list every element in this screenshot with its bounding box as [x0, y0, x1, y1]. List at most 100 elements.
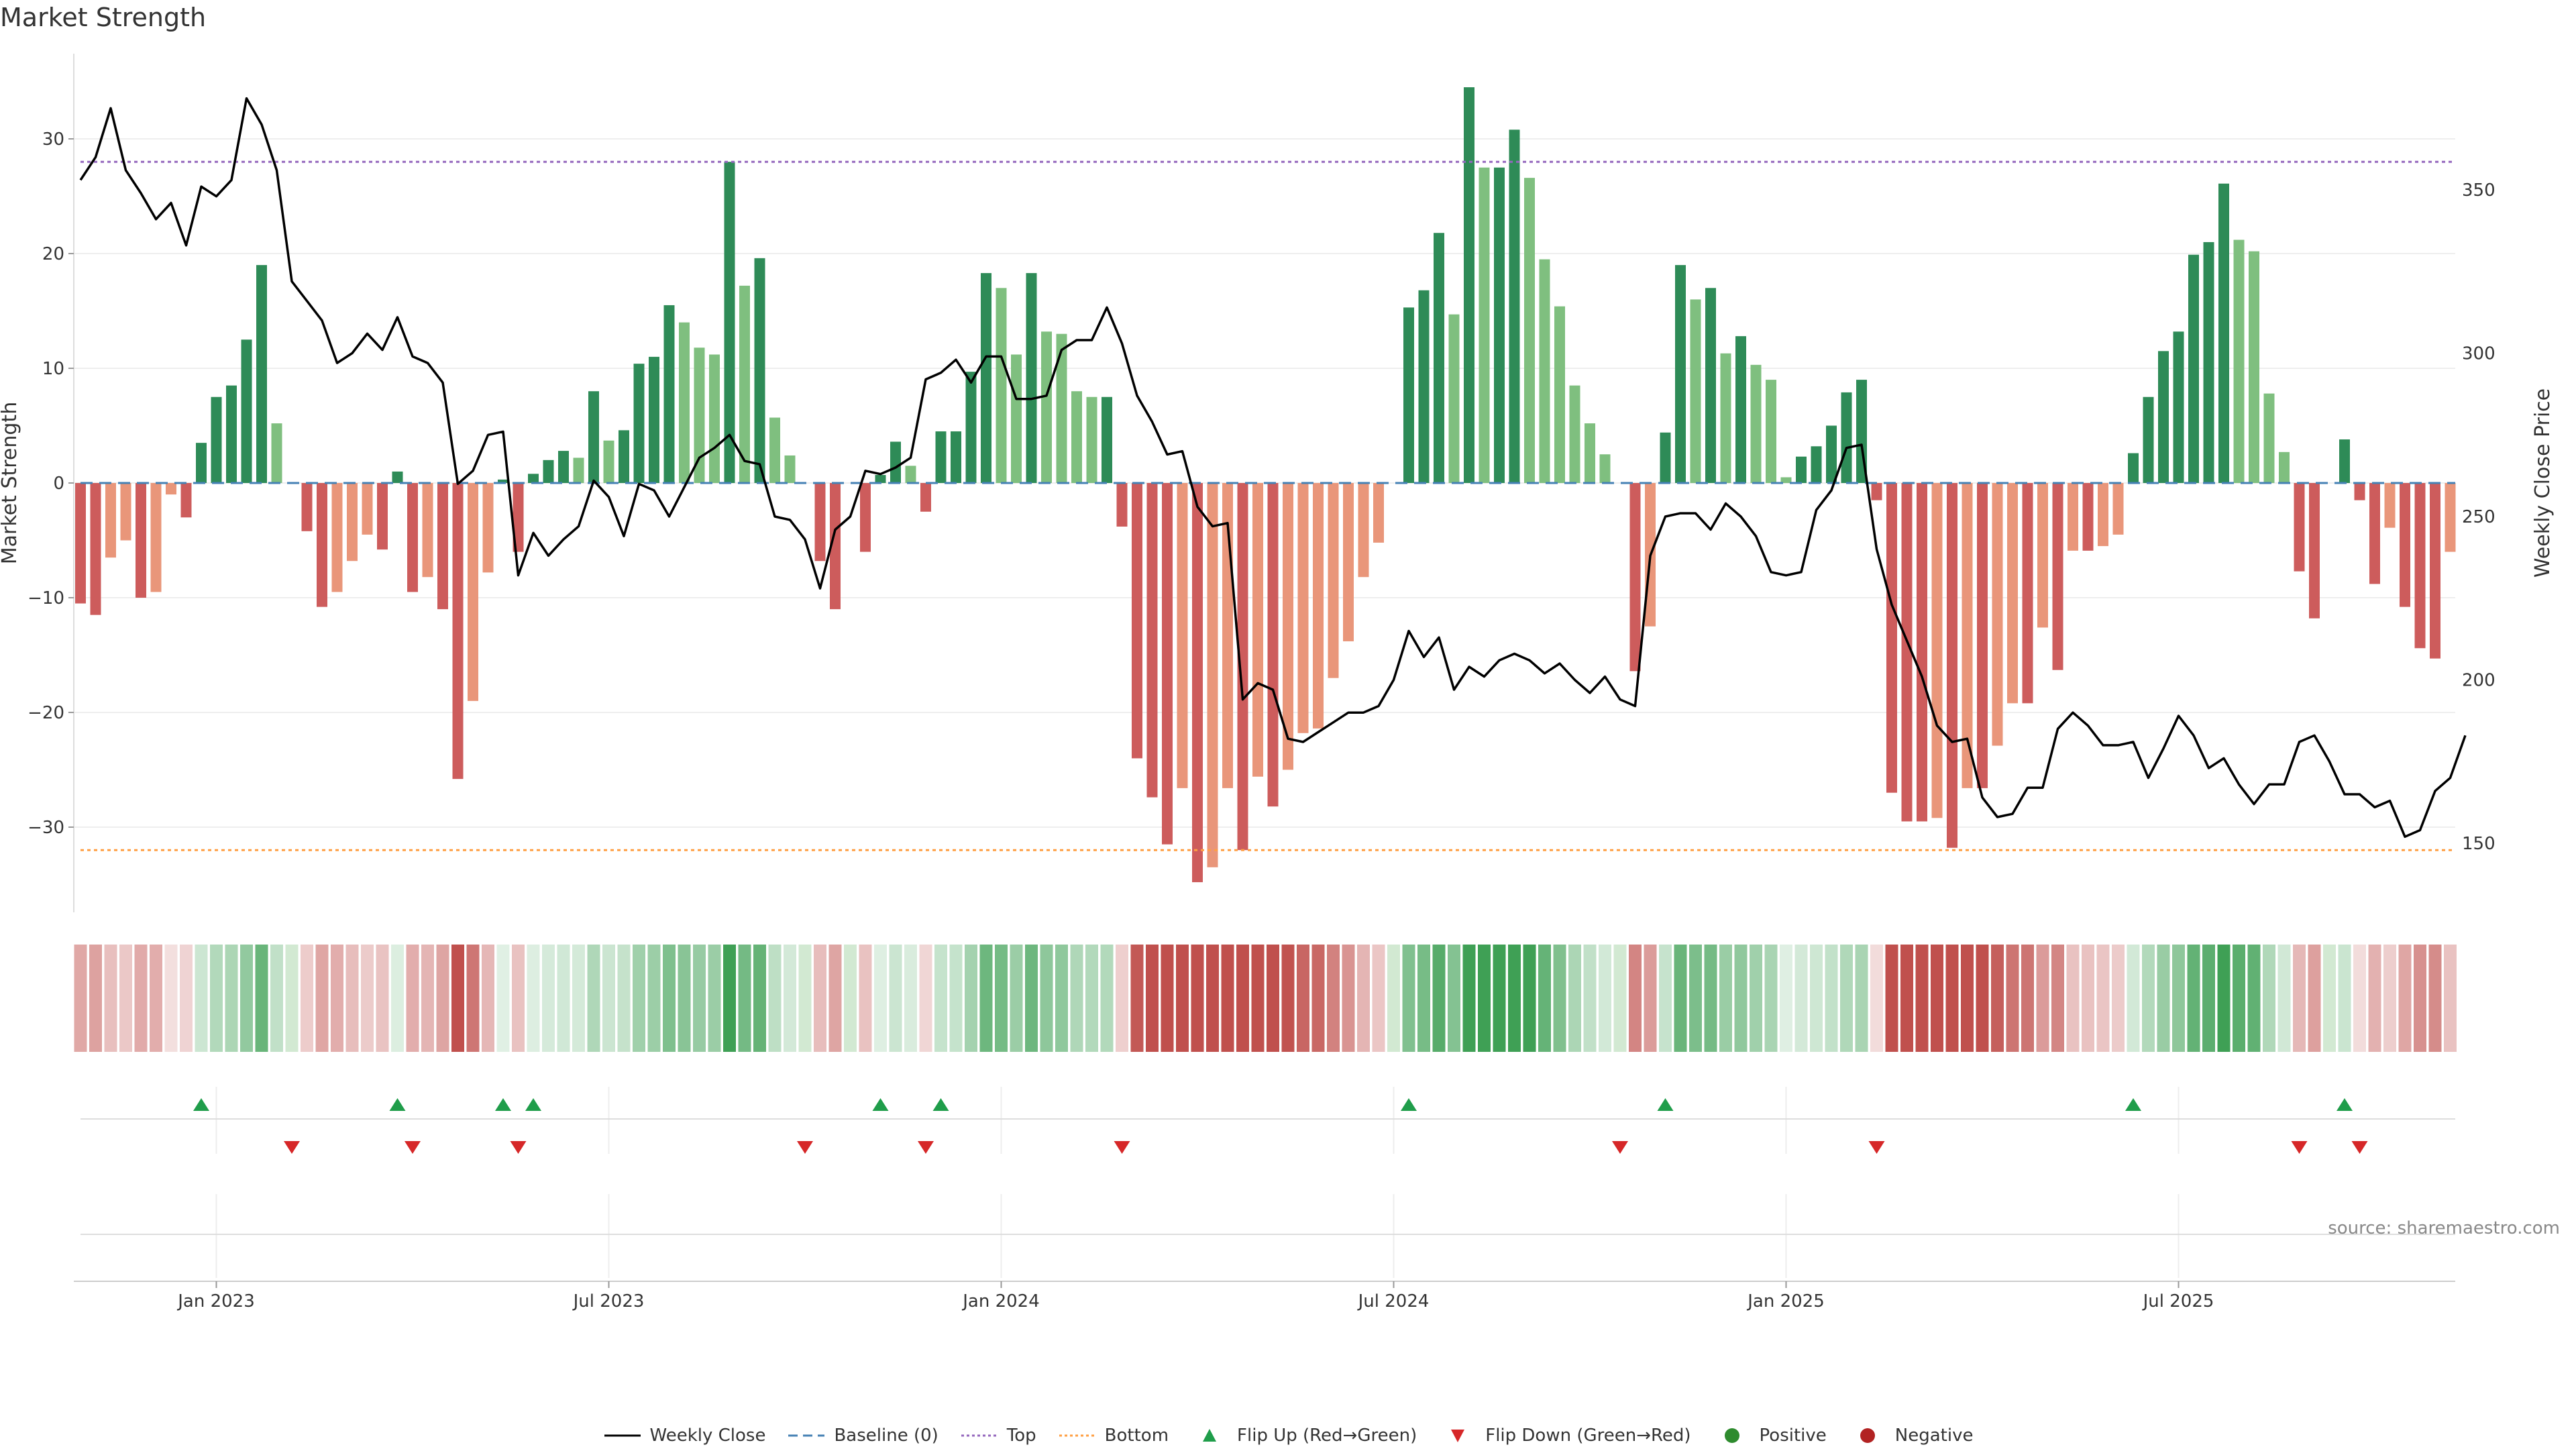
- strength-bar: [1403, 307, 1414, 483]
- strength-bar: [1252, 483, 1263, 777]
- heat-cell: [1644, 945, 1657, 1052]
- strength-bar: [981, 273, 991, 483]
- legend-baseline: Baseline (0): [787, 1426, 938, 1446]
- heat-cell: [1176, 945, 1189, 1052]
- strength-bar: [679, 322, 690, 483]
- strength-bar: [1494, 167, 1505, 483]
- strength-bar: [784, 455, 796, 483]
- strength-bar: [543, 460, 554, 483]
- heat-cell: [1568, 945, 1581, 1052]
- heat-cell: [1794, 945, 1808, 1052]
- strength-bar: [1434, 233, 1444, 483]
- heat-cell: [1780, 945, 1792, 1052]
- dot-green-icon: [1724, 1428, 1739, 1443]
- strength-bar: [317, 483, 327, 607]
- strength-bar: [2354, 483, 2365, 500]
- strength-bar: [2249, 251, 2259, 483]
- heat-cell: [889, 945, 902, 1052]
- heat-cell: [104, 945, 117, 1052]
- strength-bar: [2384, 483, 2396, 528]
- heat-cell: [1915, 945, 1929, 1052]
- strength-bar: [1373, 483, 1384, 543]
- heat-cell: [753, 945, 766, 1052]
- strength-bar: [422, 483, 433, 578]
- heat-cell: [1629, 945, 1642, 1052]
- strength-bar: [498, 479, 508, 483]
- strength-bar: [1132, 483, 1142, 759]
- strength-bar: [105, 483, 116, 558]
- heat-cell: [633, 945, 645, 1052]
- heat-cell: [496, 945, 510, 1052]
- heat-cell: [482, 945, 494, 1052]
- heat-cell: [572, 945, 585, 1052]
- heat-cell: [1961, 945, 1974, 1052]
- y-tick-label-right: 200: [2462, 671, 2496, 691]
- strength-bar: [1599, 454, 1611, 483]
- flip-up-marker: [872, 1098, 889, 1111]
- heat-cell: [240, 945, 253, 1052]
- heat-cell: [466, 945, 480, 1052]
- strength-bar: [2445, 483, 2456, 552]
- heat-cell: [1100, 945, 1114, 1052]
- strength-bar: [875, 475, 886, 483]
- heat-cell: [2233, 945, 2245, 1052]
- heat-cell: [1372, 945, 1385, 1052]
- strength-bar: [2430, 483, 2440, 659]
- x-tick-label: Jul 2023: [572, 1291, 645, 1311]
- strength-bar: [2339, 439, 2350, 483]
- heat-cell: [1297, 945, 1309, 1052]
- strength-bar: [1267, 483, 1279, 807]
- heat-cell: [361, 945, 374, 1052]
- strength-bar: [2022, 483, 2033, 704]
- heat-cell: [1085, 945, 1098, 1052]
- strength-bar: [256, 265, 267, 483]
- heat-cell: [859, 945, 872, 1052]
- strength-bar: [1313, 483, 1324, 729]
- strength-bar: [1524, 178, 1535, 483]
- heat-cell: [2383, 945, 2396, 1052]
- heat-cell: [1855, 945, 1868, 1052]
- heat-cell: [2247, 945, 2261, 1052]
- strength-bar: [2158, 351, 2169, 483]
- heat-cell: [678, 945, 691, 1052]
- strength-bar: [120, 483, 131, 541]
- heat-cell: [74, 945, 87, 1052]
- heat-cell: [1931, 945, 1943, 1052]
- heat-cell: [1870, 945, 1883, 1052]
- reference-lines: [80, 160, 2455, 851]
- heat-cell: [225, 945, 238, 1052]
- strength-bar: [1418, 290, 1430, 483]
- heat-cell: [844, 945, 857, 1052]
- heat-cell: [1750, 945, 1762, 1052]
- heat-cell: [376, 945, 389, 1052]
- y-tick-label-left: −10: [28, 588, 64, 608]
- strength-bar: [633, 364, 645, 483]
- flip-markers: [80, 1098, 2455, 1235]
- heat-cell: [1659, 945, 1672, 1052]
- strength-bar: [830, 483, 841, 610]
- heat-cell: [1010, 945, 1023, 1052]
- heat-cell: [150, 945, 162, 1052]
- strength-bar: [1947, 483, 1957, 848]
- flip-up-marker: [193, 1098, 209, 1111]
- legend-swatch-dotted: [961, 1434, 998, 1437]
- heat-cell: [1448, 945, 1460, 1052]
- strength-bar: [1146, 483, 1158, 798]
- strength-bar: [1358, 483, 1369, 578]
- strength-bar: [1720, 353, 1731, 483]
- heat-cell: [2428, 945, 2442, 1052]
- strength-bar: [1207, 483, 1218, 867]
- strength-bar: [2082, 483, 2094, 551]
- heat-cell: [2172, 945, 2185, 1052]
- strength-bar: [2007, 483, 2018, 704]
- triangle-down-icon: [1451, 1430, 1465, 1442]
- heat-cell: [1342, 945, 1355, 1052]
- strength-bar: [965, 372, 977, 483]
- heat-cell: [1599, 945, 1611, 1052]
- heat-cell: [1251, 945, 1265, 1052]
- heat-cell: [2202, 945, 2215, 1052]
- strength-bar: [1086, 396, 1097, 483]
- strength-bar: [468, 483, 478, 701]
- legend-label: Flip Up (Red→Green): [1237, 1426, 1417, 1446]
- strength-bar: [860, 483, 871, 552]
